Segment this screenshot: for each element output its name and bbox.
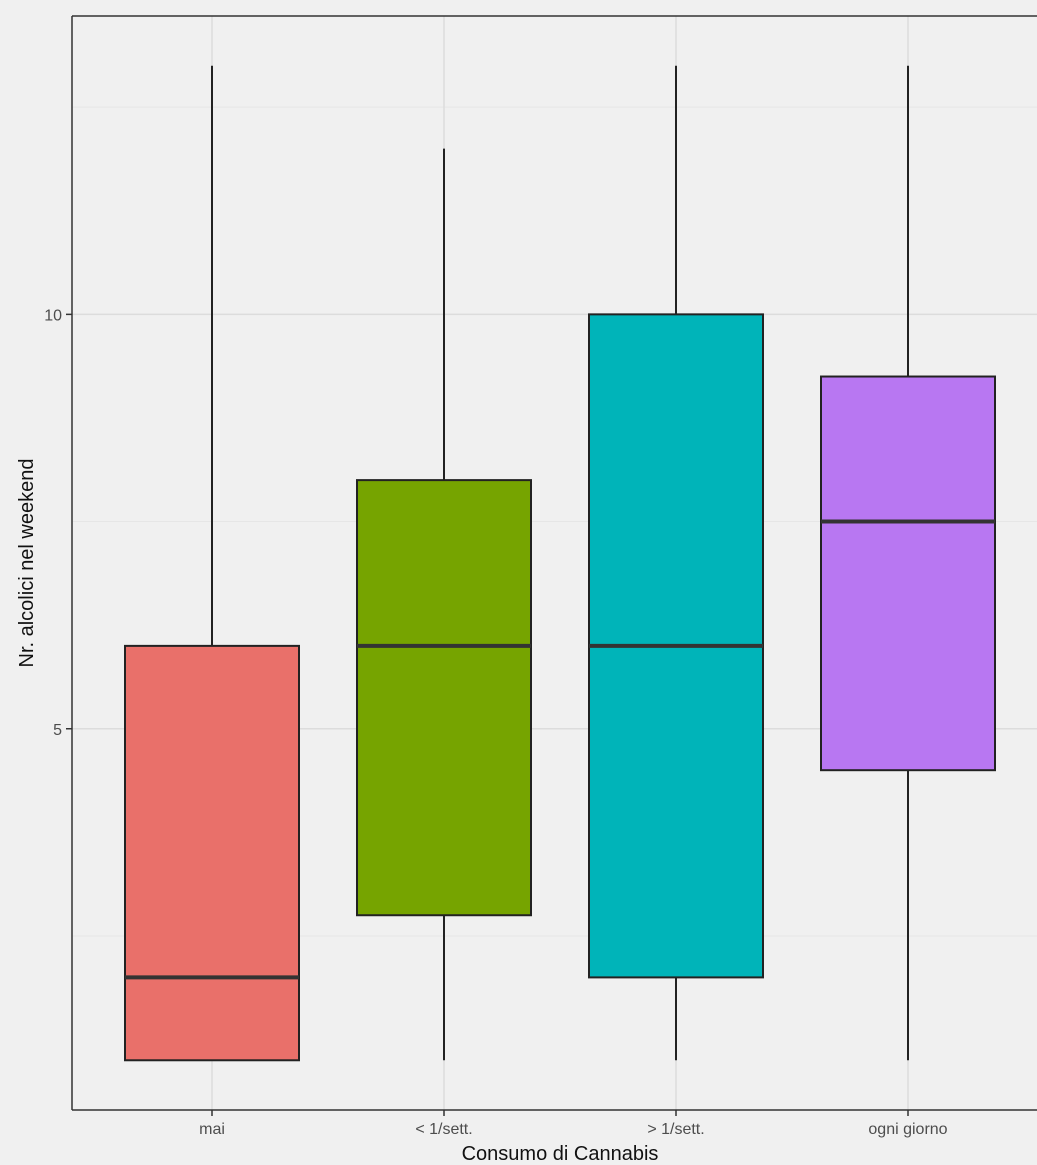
x-tick-label: mai bbox=[199, 1121, 225, 1138]
box-rect bbox=[820, 375, 996, 772]
box-group bbox=[588, 65, 764, 1061]
tick-layer: 5 10 mai < 1/sett. > 1/sett. ogni giorno bbox=[44, 307, 947, 1138]
x-tick-label: > 1/sett. bbox=[647, 1121, 704, 1138]
y-axis-title: Nr. alcolici nel weekend bbox=[16, 459, 38, 668]
box-layer bbox=[124, 65, 996, 1062]
box-rect bbox=[124, 644, 300, 1062]
x-tick-label: < 1/sett. bbox=[415, 1121, 472, 1138]
box-group bbox=[356, 148, 532, 1061]
box-group bbox=[124, 65, 300, 1062]
y-tick-label: 5 bbox=[53, 722, 62, 739]
box-rect bbox=[356, 479, 532, 917]
x-axis-title: Consumo di Cannabis bbox=[462, 1143, 659, 1165]
box-group bbox=[820, 65, 996, 1061]
y-tick-label: 10 bbox=[44, 307, 62, 324]
x-tick-label: ogni giorno bbox=[868, 1121, 947, 1138]
